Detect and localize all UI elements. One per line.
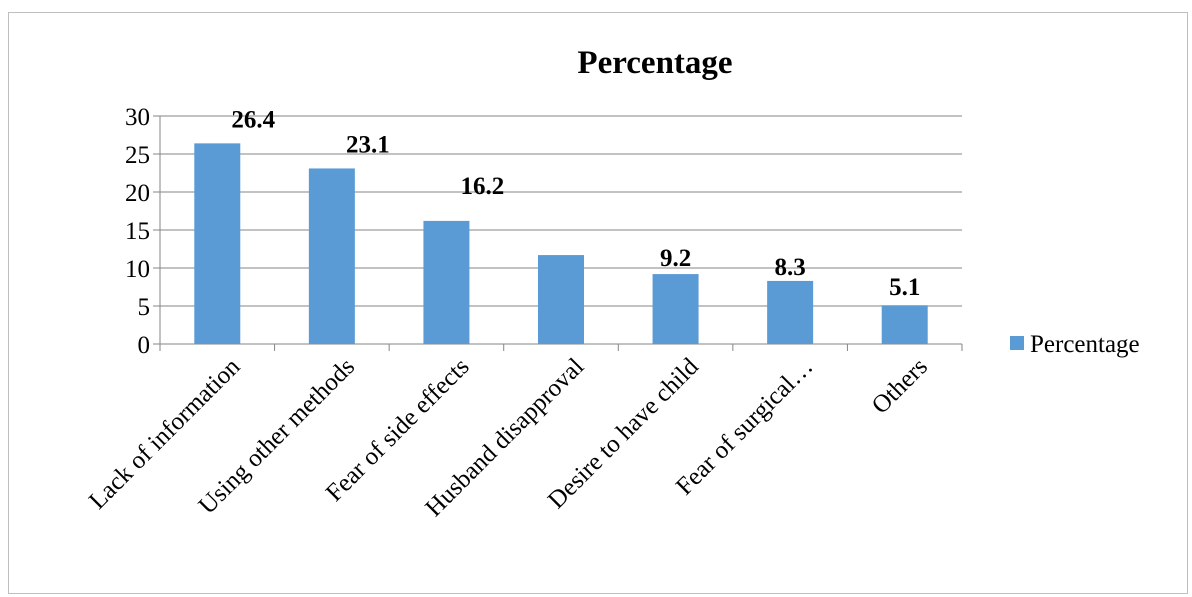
- x-axis: [159, 343, 963, 351]
- y-tick-label: 10: [125, 256, 150, 283]
- y-axis: 0 5 10 15 20 25 30: [125, 104, 161, 359]
- legend-swatch: [1010, 336, 1024, 350]
- y-tick-label: 20: [125, 180, 150, 207]
- data-label-7: 5.1: [889, 274, 920, 301]
- chart-title: Percentage: [577, 45, 732, 81]
- bar-2: [308, 168, 355, 344]
- data-label-3: 16.2: [461, 173, 505, 200]
- y-tick-label: 15: [125, 218, 150, 245]
- y-tick-label: 0: [138, 332, 151, 359]
- bar-6: [767, 280, 814, 344]
- gridlines: [160, 115, 962, 307]
- data-label-1: 26.4: [231, 106, 275, 133]
- data-label-2: 23.1: [346, 131, 390, 158]
- bar-7: [881, 305, 928, 344]
- legend: Percentage: [1010, 331, 1140, 358]
- bar-1: [194, 143, 241, 344]
- bar-4: [538, 255, 584, 344]
- data-label-6: 8.3: [775, 254, 806, 281]
- data-labels: 26.4 23.1 16.2 9.2 8.3 5.1: [231, 106, 920, 301]
- y-tick-label: 5: [138, 294, 151, 321]
- bars: [194, 143, 928, 344]
- y-tick-label: 25: [125, 142, 150, 169]
- category-label-7: Others: [867, 353, 933, 419]
- legend-label: Percentage: [1030, 331, 1140, 358]
- data-label-5: 9.2: [660, 245, 691, 272]
- y-tick-label: 30: [125, 104, 150, 131]
- bar-5: [652, 274, 699, 344]
- bar-3: [423, 220, 470, 344]
